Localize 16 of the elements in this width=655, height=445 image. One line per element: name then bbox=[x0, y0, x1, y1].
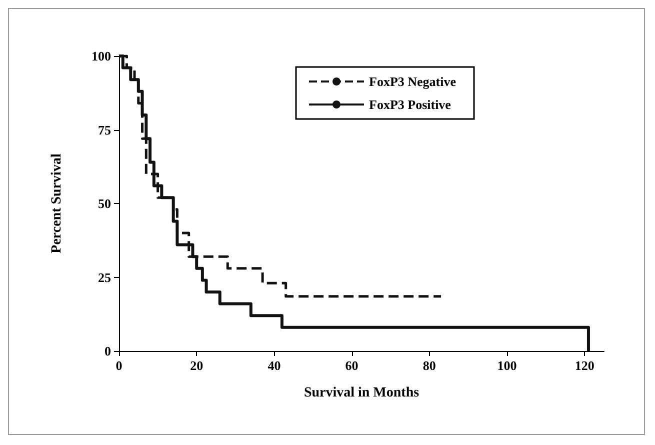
x-tick-label: 40 bbox=[268, 358, 281, 373]
x-tick-label: 60 bbox=[345, 358, 358, 373]
y-tick-label: 0 bbox=[104, 344, 111, 358]
x-tick-label: 120 bbox=[574, 358, 594, 373]
legend-label: FoxP3 Positive bbox=[369, 97, 452, 112]
y-tick-label: 100 bbox=[92, 48, 111, 64]
y-tick-label: 75 bbox=[98, 122, 112, 138]
x-tick-label: 20 bbox=[190, 358, 204, 373]
x-tick-label: 0 bbox=[116, 358, 122, 373]
legend-label: FoxP3 Negative bbox=[369, 74, 456, 89]
y-tick-label: 25 bbox=[98, 270, 112, 285]
y-axis-title: Percent Survival bbox=[50, 154, 64, 254]
x-tick-label: 100 bbox=[497, 358, 517, 373]
y-tick-label: 50 bbox=[98, 196, 111, 211]
x-axis-title: Survival in Months bbox=[304, 386, 420, 400]
x-tick-label: 80 bbox=[422, 358, 436, 373]
